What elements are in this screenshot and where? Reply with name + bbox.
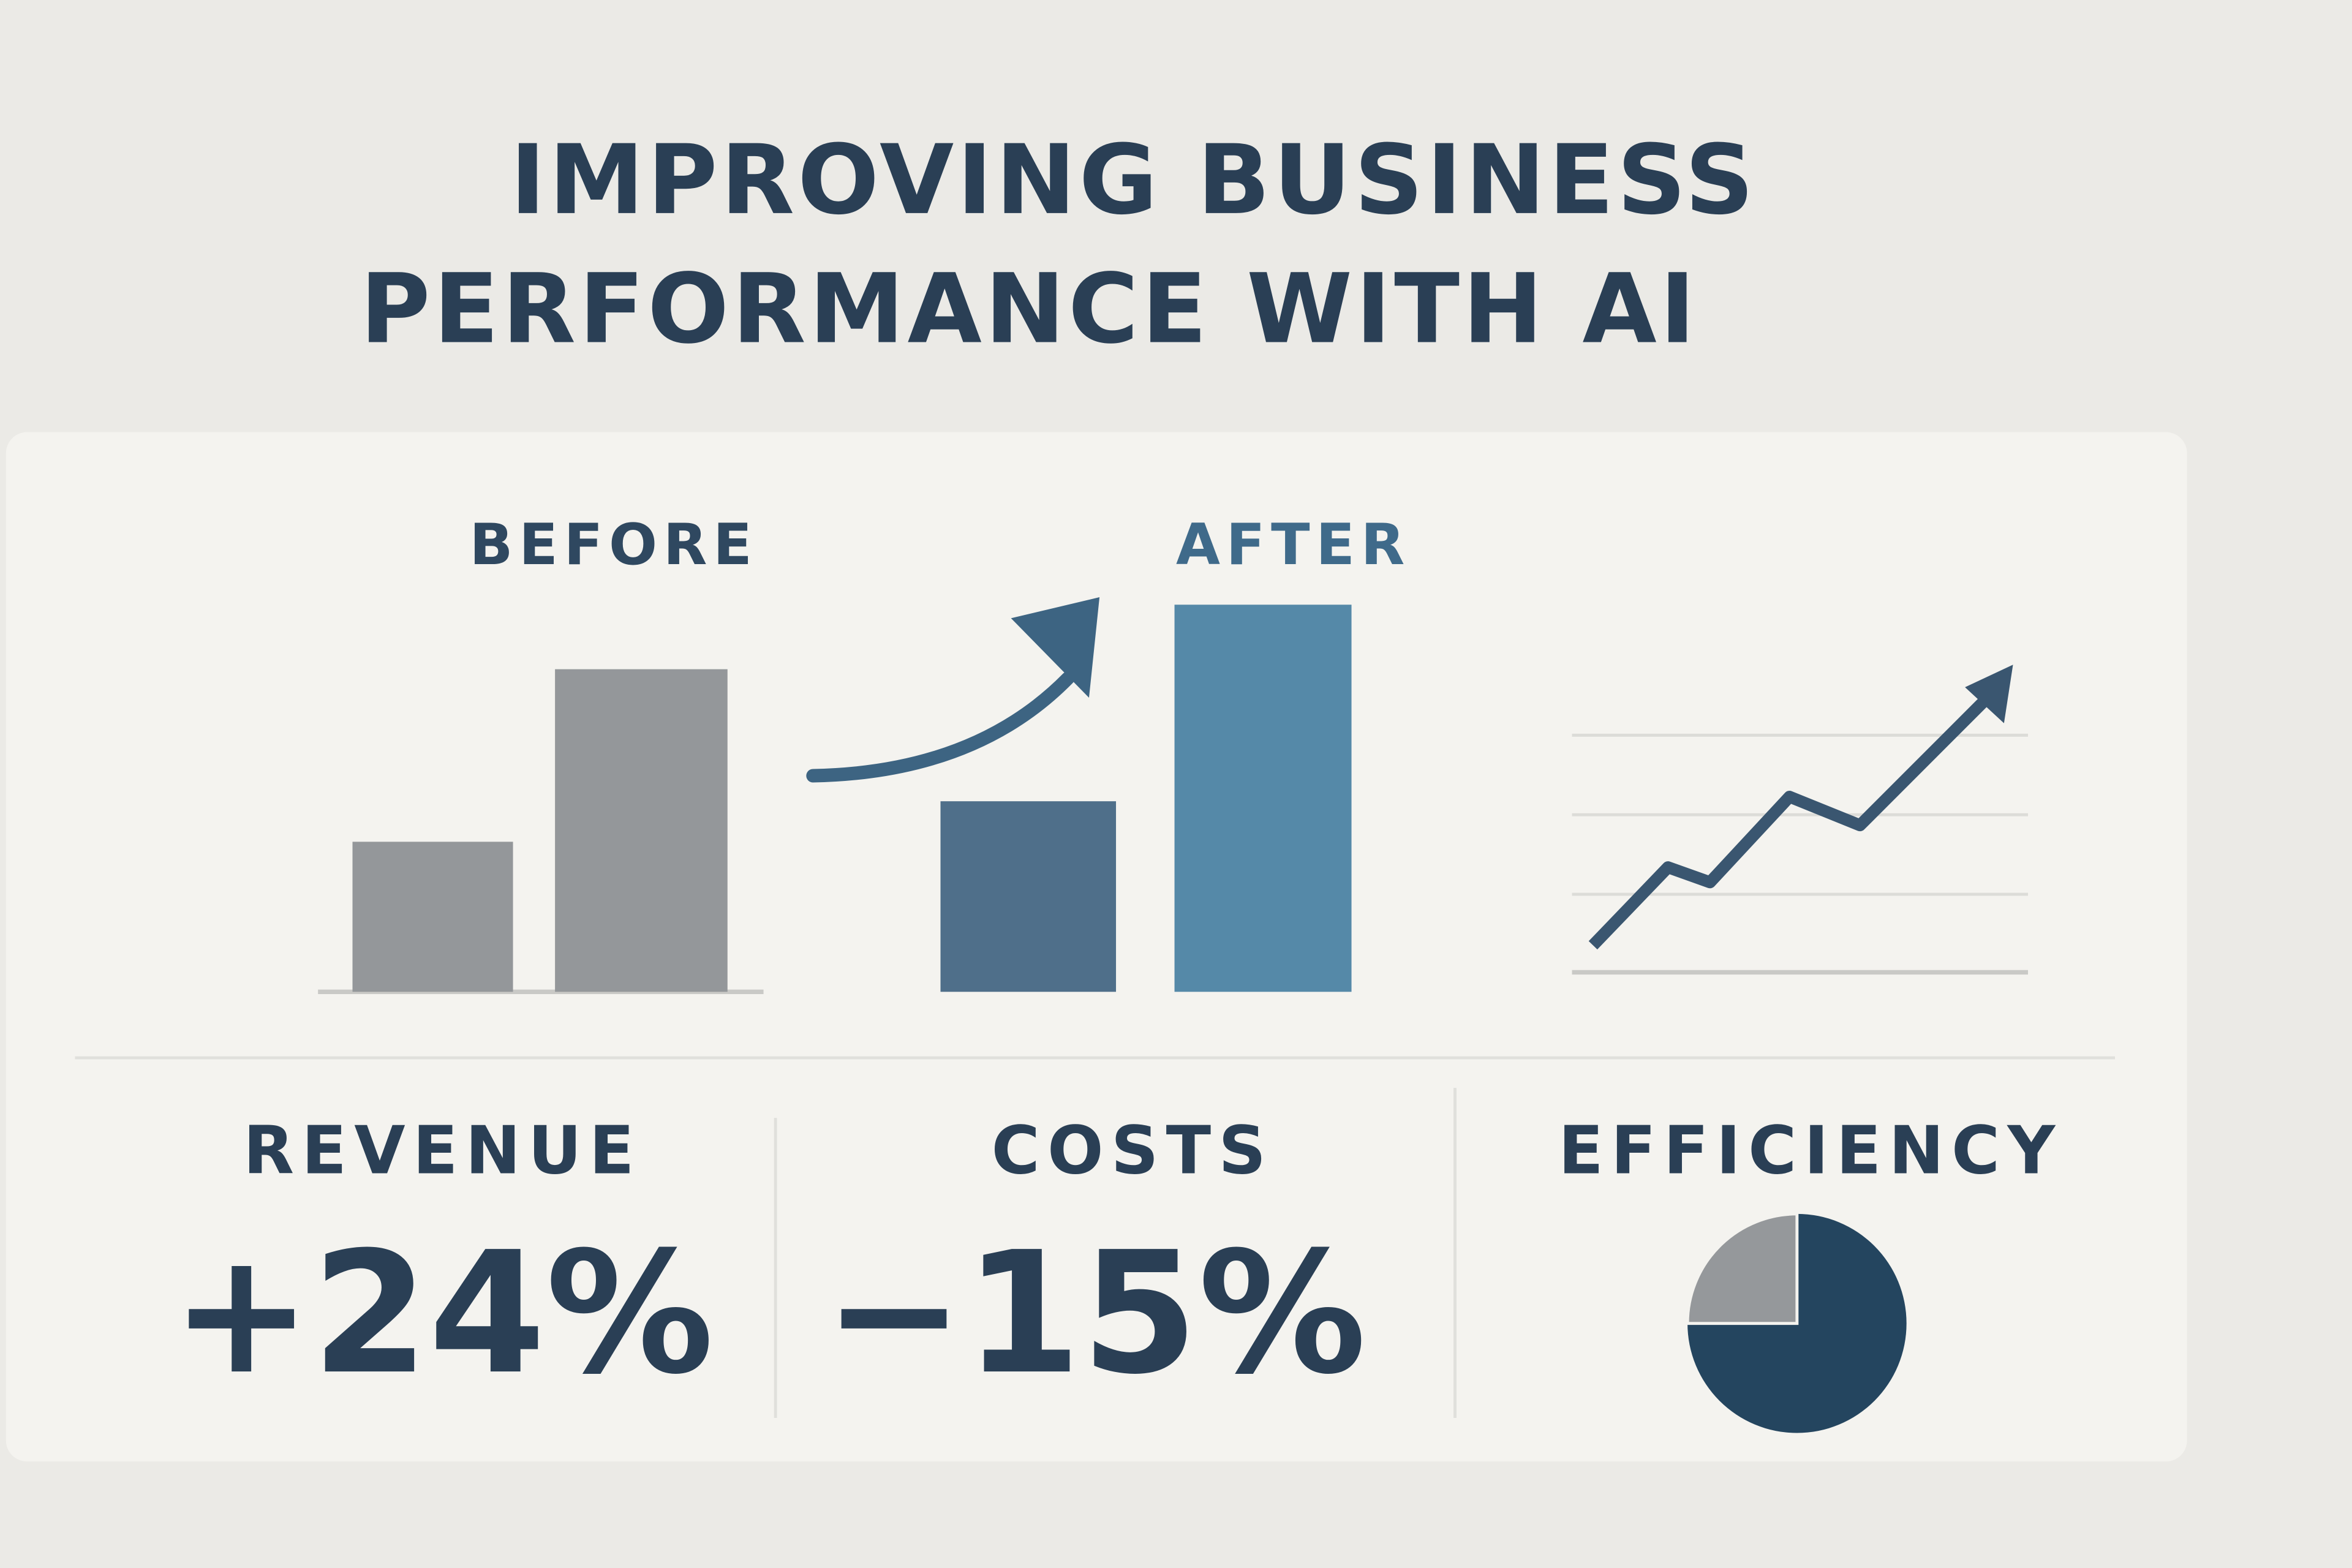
- title-line: PERFORMANCE WITH AI: [360, 254, 1698, 365]
- before-bar: [555, 669, 728, 992]
- before-bar: [352, 842, 513, 992]
- trend-line: [1588, 692, 1994, 950]
- metric-label: REVENUE: [243, 1113, 642, 1189]
- after-label: AFTER: [1176, 511, 1411, 578]
- title-line: IMPROVING BUSINESS: [510, 124, 1757, 236]
- metric-label: EFFICIENCY: [1558, 1113, 2062, 1189]
- metric-value: +24%: [171, 1215, 714, 1411]
- metric-label: COSTS: [992, 1113, 1274, 1189]
- trend-arrow-head: [1965, 665, 2013, 723]
- growth-arrow: [806, 671, 1075, 783]
- after-bar: [940, 801, 1117, 992]
- after-bar: [1174, 605, 1352, 992]
- metric-value: −15%: [824, 1215, 1366, 1411]
- arrow-head: [1011, 597, 1100, 698]
- before-label: BEFORE: [470, 511, 758, 578]
- pie-slice: [1686, 1212, 1799, 1325]
